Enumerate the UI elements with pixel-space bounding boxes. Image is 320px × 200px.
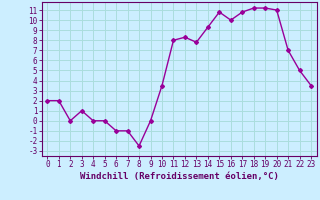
X-axis label: Windchill (Refroidissement éolien,°C): Windchill (Refroidissement éolien,°C) xyxy=(80,172,279,181)
